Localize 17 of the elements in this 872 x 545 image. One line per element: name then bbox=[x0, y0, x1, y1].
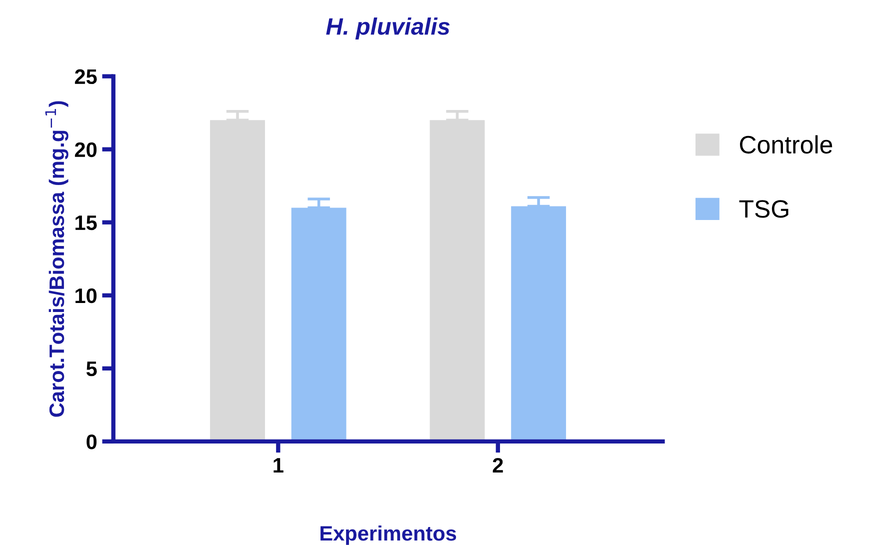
x-tick-label: 2 bbox=[492, 458, 503, 473]
bar bbox=[291, 208, 346, 442]
y-tick-label: 5 bbox=[86, 362, 97, 376]
y-tick-label: 25 bbox=[74, 69, 97, 84]
legend-label: Controle bbox=[740, 135, 832, 154]
bar bbox=[210, 120, 265, 442]
y-tick-label: 20 bbox=[74, 142, 97, 158]
y-axis-title: Carot.Totais/Biomassa (mg.g$^{−1}$) bbox=[45, 101, 68, 417]
x-tick-label: 1 bbox=[274, 458, 284, 473]
y-tick-label: 10 bbox=[76, 288, 97, 304]
bar bbox=[511, 206, 566, 442]
chart-title: H. pluvialis bbox=[326, 18, 450, 40]
bar bbox=[430, 120, 485, 442]
y-tick-label: 15 bbox=[76, 216, 97, 230]
y-tick-label: 0 bbox=[86, 434, 97, 450]
x-axis-title: Experimentos bbox=[320, 525, 456, 545]
legend-label: TSG bbox=[739, 200, 788, 218]
